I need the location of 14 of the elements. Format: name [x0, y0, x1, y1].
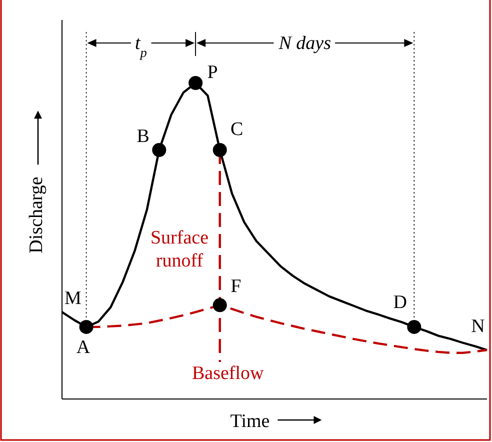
annotation: D: [393, 292, 408, 314]
annotation: P: [207, 62, 218, 84]
annotation: B: [136, 126, 150, 148]
annotation: A: [76, 337, 90, 358]
x-axis-title: Time: [230, 411, 270, 432]
annotation: N: [471, 316, 486, 338]
annotation: C: [230, 119, 244, 140]
text: t$_{p}$: [134, 33, 148, 60]
annotation: F: [230, 276, 242, 298]
text: N days: [278, 33, 331, 54]
annotation: M: [64, 288, 82, 310]
y-axis-title: Discharge: [26, 176, 47, 254]
annotation: Baseflow: [192, 363, 264, 384]
annotation: Surface runoff: [150, 228, 209, 272]
